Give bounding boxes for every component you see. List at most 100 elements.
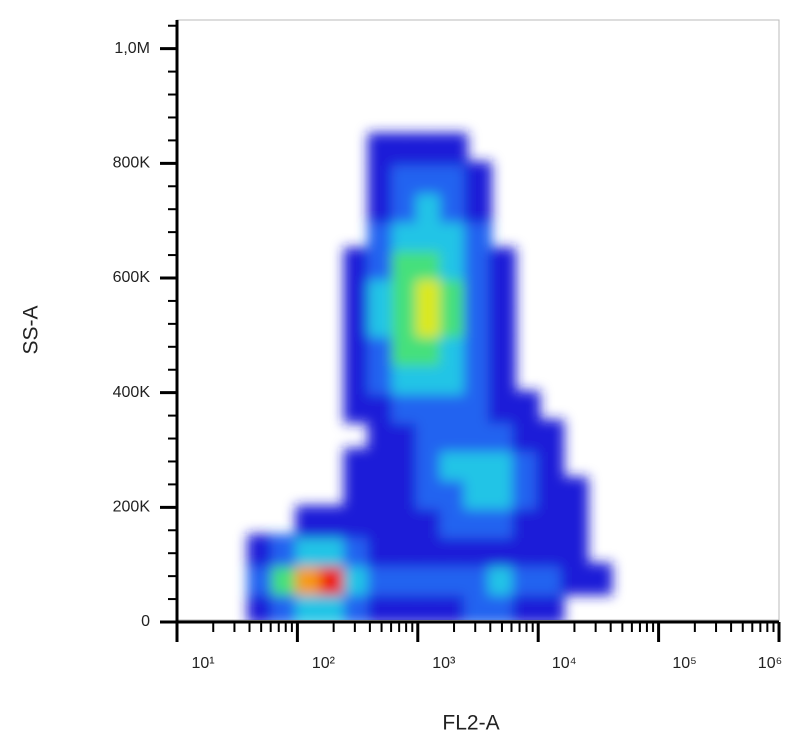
density-cell [271,190,299,223]
density-cell [271,591,300,620]
density-cell [512,534,541,567]
density-cell [560,133,588,166]
density-cell [560,333,588,366]
density-cell [560,505,589,538]
density-cell [319,591,348,620]
density-cell [295,161,323,194]
density-cell [536,247,564,280]
density-cell [343,476,372,510]
density-cell [488,333,517,366]
density-cell [271,247,299,280]
density-cell [512,161,540,194]
density-cell [295,305,323,338]
y-tick-label: 800K [113,155,151,172]
density-cell [463,390,493,424]
density-cell [584,562,613,596]
density-cell [271,219,299,252]
density-cell [319,305,347,338]
density-cell [439,362,468,395]
density-cell [271,562,300,596]
density-cell [367,161,396,194]
density-cell [415,161,444,194]
density-cell [536,476,565,510]
density-cell [295,419,323,452]
density-cell [584,448,612,481]
density-cell [247,190,275,223]
density-cell [488,304,517,338]
density-cell [415,534,444,567]
density-cell [271,477,299,510]
density-layer [247,132,613,624]
density-cell [463,534,493,567]
density-cell [536,276,564,309]
density-cell [391,591,420,620]
density-cell [560,591,588,624]
density-cell [295,448,323,481]
density-cell [488,476,517,510]
density-cell [367,591,396,620]
density-cell [560,247,588,280]
density-cell [391,132,420,166]
density-cell [584,419,612,452]
density-cell [463,362,493,395]
density-cell [391,476,420,510]
density-cell [536,362,564,395]
x-axis-title: FL2-A [442,712,499,735]
density-cell [343,390,372,424]
density-cell [295,333,323,366]
density-cell [343,333,372,366]
x-tick-label: 10¹ [191,655,214,672]
density-cell [488,591,517,620]
density-cell [415,390,444,424]
density-cell [271,448,299,481]
density-cell [247,477,275,510]
density-cell [319,391,347,424]
density-cell [463,333,493,366]
density-cell [295,477,323,510]
y-axis-title: SS-A [20,305,43,354]
density-cell [463,276,493,309]
density-cell [415,476,444,510]
density-cell [247,505,275,538]
density-cell [391,218,420,252]
density-cell [319,333,347,366]
density-cell [560,448,588,481]
density-cell [584,505,612,538]
density-cell [560,305,588,338]
density-cell [367,218,396,252]
density-cell [463,161,493,194]
density-cell [319,562,348,596]
density-cell [343,448,372,481]
density-cell [536,419,565,452]
density-cell [344,161,372,194]
density-cell [415,448,444,481]
density-cell [271,276,299,309]
density-cell [439,534,468,567]
density-cell [439,132,468,166]
density-cell [512,133,540,166]
density-cell [295,591,324,620]
density-cell [536,219,564,252]
density-cell [415,505,444,538]
density-cell [488,362,517,395]
density-cell [560,276,588,309]
density-cell [463,218,493,252]
density-cell [344,419,372,452]
density-cell [319,190,347,223]
density-cell [584,161,612,194]
x-tick-label: 10⁶ [758,655,782,672]
density-cell [488,390,517,424]
density-cell [367,276,396,309]
density-cell [439,247,468,280]
density-cell [488,419,517,452]
density-cell [584,591,612,624]
density-cell [488,276,517,309]
density-cell [536,333,564,366]
density-cell [488,190,516,223]
density-cell [488,219,516,252]
density-cell [584,477,612,510]
density-cell [247,448,275,481]
density-cell [319,219,347,252]
density-cell [584,190,612,223]
